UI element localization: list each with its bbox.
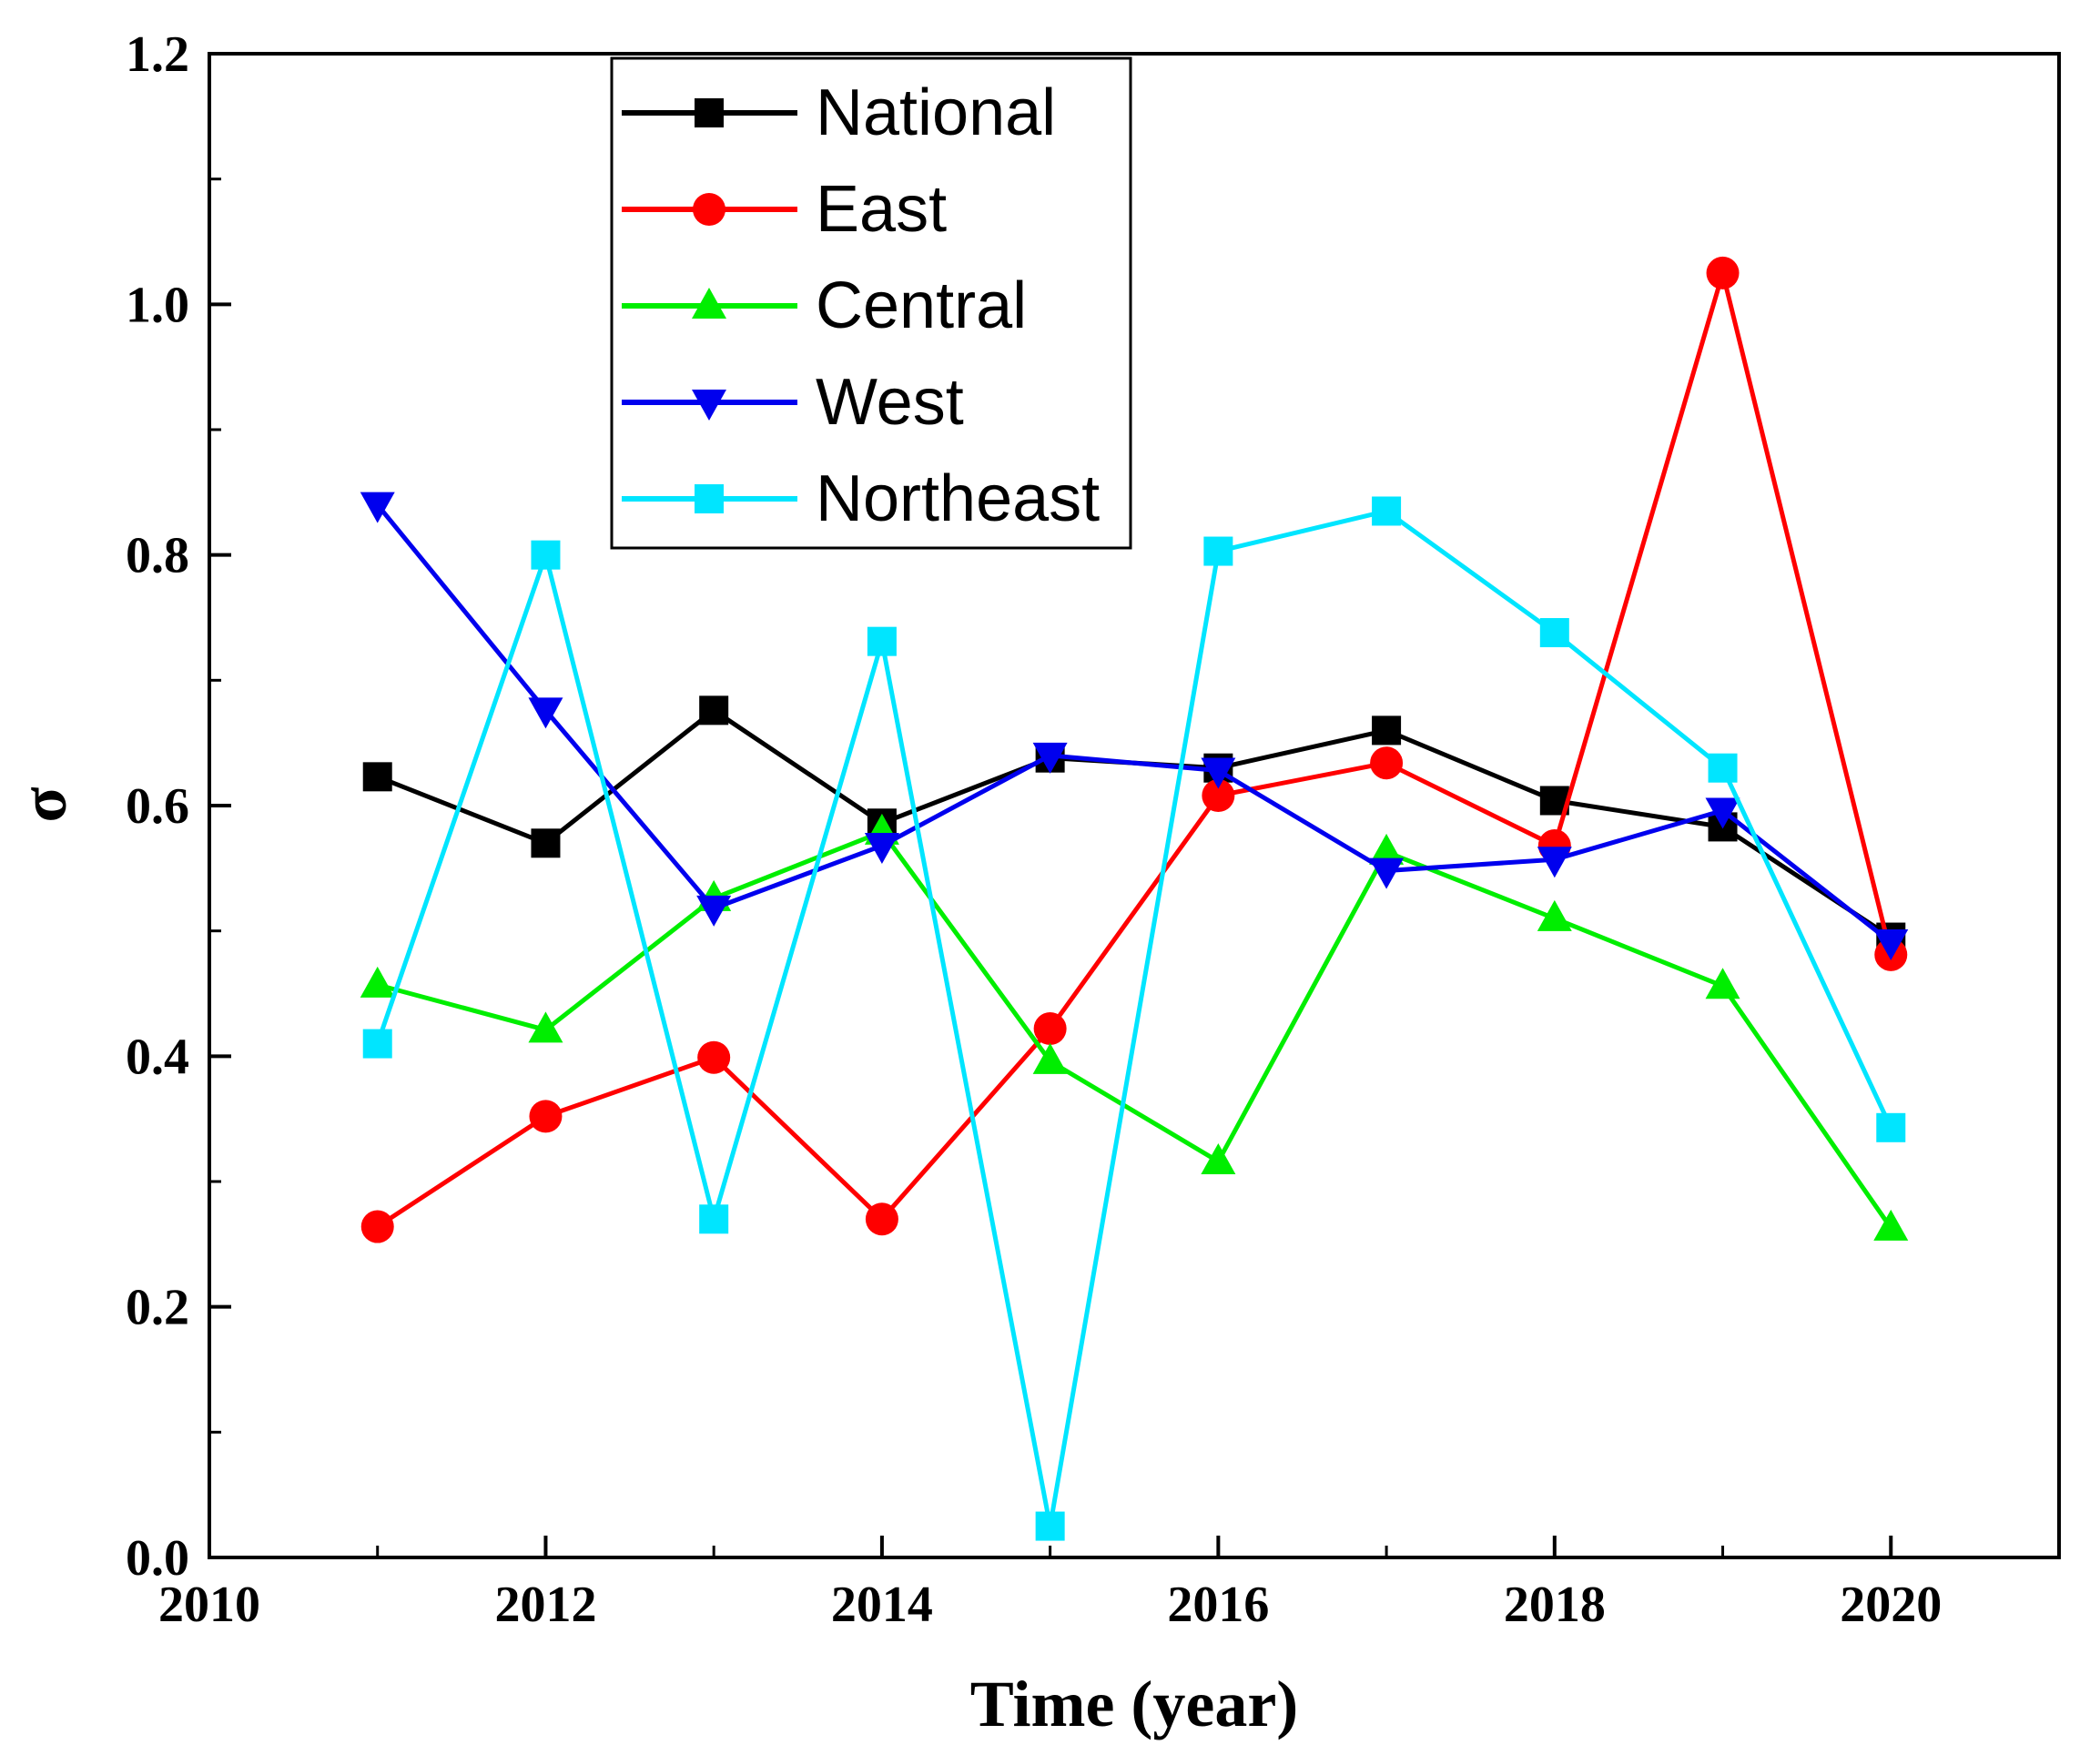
series-west [360, 492, 1909, 961]
data-point-west [1369, 857, 1405, 889]
legend-marker-northeast [695, 484, 724, 513]
legend-item-east: East [622, 173, 947, 246]
legend-marker-national [695, 98, 724, 127]
data-point-central [1032, 1042, 1068, 1074]
y-tick-label: 0.4 [126, 1029, 189, 1085]
data-point-national [362, 762, 392, 792]
x-tick-label: 2014 [831, 1577, 933, 1633]
data-point-east [697, 1040, 731, 1074]
data-point-central [1369, 833, 1405, 865]
data-point-east [865, 1202, 898, 1236]
axis-ticks [208, 52, 2061, 1559]
y-tick-label: 0.8 [126, 528, 189, 584]
legend-items: National East Central West Northeast [622, 76, 1100, 535]
data-point-east [360, 1210, 394, 1243]
series-line-northeast [375, 508, 1893, 1529]
y-tick-label: 0.0 [126, 1530, 189, 1587]
data-point-central [1537, 899, 1572, 931]
series-layer [360, 256, 1909, 1541]
legend-marker-central [692, 288, 726, 319]
tick-labels: 0.0 0.2 0.4 0.6 0.8 1.0 1.2 2010 2012 2014 2016 201… [126, 26, 1942, 1633]
data-point-central [1201, 1142, 1236, 1174]
legend: National East Central West Northeast [610, 56, 1132, 550]
data-point-west [1537, 847, 1572, 878]
series-northeast [362, 496, 1906, 1541]
series-line-east [376, 270, 1893, 1229]
x-axis-title: Time (year) [970, 1668, 1299, 1740]
x-tick-label: 2018 [1504, 1577, 1606, 1633]
data-point-east [1202, 778, 1235, 812]
legend-item-west: West [622, 366, 964, 439]
y-tick-label: 0.2 [126, 1280, 189, 1336]
data-point-central [1705, 968, 1740, 999]
data-point-central [1873, 1209, 1909, 1241]
legend-marker-west [692, 390, 726, 421]
x-tick-label: 2016 [1167, 1577, 1269, 1633]
legend-item-northeast: Northeast [622, 462, 1100, 535]
legend-marker-east [693, 193, 725, 226]
legend-item-national: National [622, 76, 1056, 149]
x-tick-label: 2010 [158, 1577, 260, 1633]
data-point-northeast [1539, 618, 1569, 648]
legend-label-east: East [816, 173, 947, 246]
data-point-west [528, 697, 563, 729]
x-tick-label: 2020 [1840, 1577, 1942, 1633]
data-point-east [529, 1100, 563, 1133]
data-point-west [1705, 797, 1740, 829]
y-axis-title: σ [7, 786, 80, 822]
data-point-east [1033, 1012, 1067, 1046]
legend-item-central: Central [622, 269, 1027, 342]
data-point-northeast [1203, 536, 1233, 566]
y-tick-label: 0.6 [126, 778, 189, 835]
data-point-northeast [1035, 1511, 1065, 1541]
data-point-northeast [531, 540, 561, 570]
x-tick-label: 2012 [494, 1577, 596, 1633]
data-point-west [1873, 929, 1909, 961]
data-point-national [531, 828, 561, 858]
series-line-central [377, 829, 1893, 1230]
data-point-east [1706, 256, 1740, 289]
data-point-west [360, 492, 395, 523]
data-point-central [360, 966, 395, 998]
legend-label-west: West [816, 366, 964, 439]
y-tick-label: 1.0 [126, 277, 189, 333]
data-point-national [699, 695, 729, 725]
legend-label-central: Central [816, 269, 1027, 342]
data-point-national [1372, 715, 1402, 746]
data-point-central [528, 1011, 563, 1043]
data-point-northeast [362, 1029, 392, 1059]
series-line-west [375, 503, 1892, 945]
data-point-northeast [867, 626, 897, 656]
data-point-west [696, 895, 732, 927]
legend-label-northeast: Northeast [816, 462, 1100, 535]
data-point-west [1201, 757, 1236, 789]
data-point-east [1370, 746, 1404, 780]
data-point-northeast [1876, 1112, 1906, 1142]
series-east [360, 256, 1908, 1243]
data-point-northeast [699, 1204, 729, 1234]
data-point-west [864, 833, 899, 865]
data-point-northeast [1372, 496, 1402, 526]
y-tick-label: 1.2 [126, 26, 189, 83]
data-point-west [1032, 742, 1068, 774]
data-point-northeast [1708, 753, 1738, 783]
legend-label-national: National [816, 76, 1056, 149]
